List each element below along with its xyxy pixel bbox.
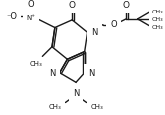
Text: O: O [28, 0, 34, 9]
Text: CH₃: CH₃ [152, 10, 164, 15]
Text: N: N [50, 69, 56, 78]
Text: CH₃: CH₃ [152, 25, 164, 30]
Text: CH₃: CH₃ [152, 17, 164, 22]
Text: N⁺: N⁺ [26, 15, 35, 21]
Text: CH₃: CH₃ [49, 104, 62, 109]
Text: O: O [123, 1, 130, 10]
Text: N: N [73, 89, 79, 98]
Text: CH₃: CH₃ [90, 104, 103, 109]
Text: CH₃: CH₃ [29, 61, 42, 66]
Text: O: O [110, 20, 117, 29]
Text: O: O [69, 1, 76, 10]
Text: ⁻O: ⁻O [6, 12, 17, 21]
Text: N: N [91, 28, 98, 37]
Text: N: N [89, 69, 95, 78]
